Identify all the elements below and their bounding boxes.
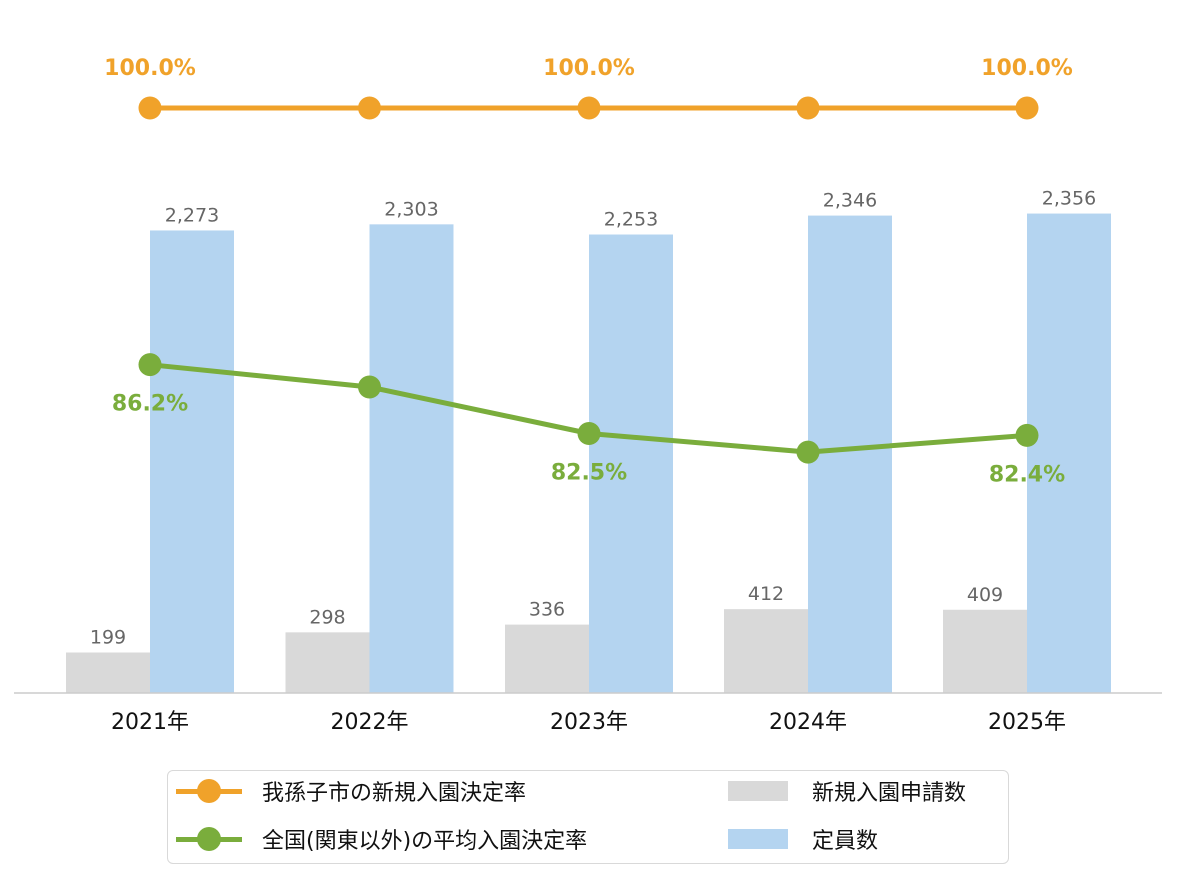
x-tick-label: 2025年 bbox=[988, 710, 1066, 735]
legend-swatch-icon bbox=[728, 781, 788, 801]
line-point-1-2 bbox=[577, 422, 601, 445]
line-data-label: 100.0% bbox=[981, 56, 1073, 81]
bar-label-capacity: 2,273 bbox=[165, 204, 219, 226]
line-data-label: 86.2% bbox=[112, 392, 188, 417]
line-data-label: 82.5% bbox=[551, 461, 627, 486]
bar-label-capacity: 2,356 bbox=[1042, 188, 1096, 210]
bar-capacity-2024年 bbox=[808, 215, 892, 694]
bar-label-capacity: 2,253 bbox=[604, 209, 658, 231]
line-point-1-3 bbox=[796, 440, 820, 464]
legend-label: 我孫子市の新規入園決定率 bbox=[262, 781, 527, 806]
bar-applications-2022年 bbox=[285, 632, 370, 693]
line-point-0-3 bbox=[796, 96, 820, 120]
bar-label-applications: 409 bbox=[967, 584, 1003, 606]
line-data-label: 100.0% bbox=[104, 56, 196, 81]
legend-item-capacity: 定員数 bbox=[728, 824, 878, 854]
bar-applications-2024年 bbox=[724, 609, 808, 693]
legend-label: 新規入園申請数 bbox=[812, 781, 967, 806]
x-tick-label: 2022年 bbox=[331, 710, 409, 735]
legend-item-abiko-rate: 我孫子市の新規入園決定率 bbox=[176, 776, 526, 806]
bar-applications-2025年 bbox=[943, 609, 1027, 693]
line-point-0-1 bbox=[358, 96, 381, 120]
bar-capacity-2021年 bbox=[150, 230, 234, 693]
line-data-label: 100.0% bbox=[543, 56, 635, 81]
legend-label: 全国(関東以外)の平均入園決定率 bbox=[262, 829, 588, 854]
legend-line-marker-icon bbox=[176, 824, 242, 854]
bar-label-applications: 412 bbox=[748, 583, 784, 605]
bar-capacity-2023年 bbox=[589, 234, 673, 693]
line-point-1-4 bbox=[1015, 423, 1039, 447]
line-point-0-2 bbox=[577, 96, 601, 120]
line-point-0-0 bbox=[138, 96, 162, 120]
x-tick-label: 2023年 bbox=[550, 710, 628, 735]
line-point-0-4 bbox=[1015, 96, 1039, 120]
x-tick-label: 2021年 bbox=[111, 710, 189, 735]
line-point-1-1 bbox=[358, 375, 381, 399]
bar-capacity-2025年 bbox=[1027, 213, 1111, 693]
legend-swatch-icon bbox=[728, 829, 788, 849]
line-point-1-0 bbox=[138, 353, 162, 377]
legend-label: 定員数 bbox=[812, 829, 879, 854]
bar-applications-2021年 bbox=[66, 652, 150, 693]
legend-item-national-rate: 全国(関東以外)の平均入園決定率 bbox=[176, 824, 587, 854]
bar-label-capacity: 2,346 bbox=[823, 190, 877, 212]
bar-label-applications: 336 bbox=[529, 599, 565, 621]
legend-line-marker-icon bbox=[176, 776, 242, 806]
x-tick-label: 2024年 bbox=[769, 710, 847, 735]
line-data-label: 82.4% bbox=[989, 462, 1065, 487]
bar-applications-2023年 bbox=[505, 624, 589, 693]
bar-label-applications: 199 bbox=[90, 627, 126, 649]
bar-label-applications: 298 bbox=[309, 606, 345, 628]
bar-capacity-2022年 bbox=[369, 224, 454, 694]
legend-item-applications: 新規入園申請数 bbox=[728, 776, 966, 806]
legend: 我孫子市の新規入園決定率 新規入園申請数 全国(関東以外)の平均入園決定率 定員… bbox=[167, 770, 1009, 864]
bar-label-capacity: 2,303 bbox=[384, 198, 438, 220]
